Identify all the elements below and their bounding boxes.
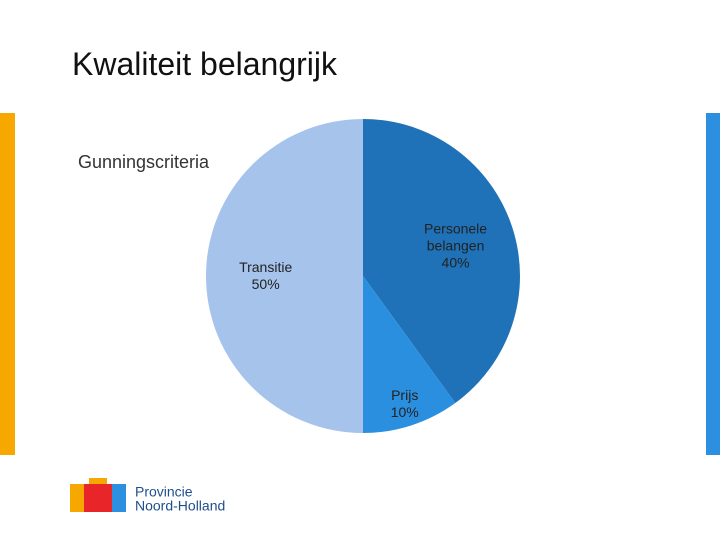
pie-slice xyxy=(363,276,456,433)
slice-value: 10% xyxy=(390,404,419,421)
slice-label: Transitie 50% xyxy=(218,259,314,293)
pie-slice xyxy=(206,119,363,433)
pie-slice xyxy=(363,119,520,404)
left-bar xyxy=(0,113,15,455)
chart-title: Gunningscriteria xyxy=(78,152,210,172)
slice-category: Transitie xyxy=(239,259,293,275)
slice-label: Prijs 10% xyxy=(357,387,453,421)
logo-text: Noord-Holland xyxy=(135,498,225,514)
right-bar xyxy=(706,113,720,455)
logo-text: Provincie xyxy=(135,484,193,500)
slice-label: Personele belangen 40% xyxy=(408,220,504,271)
slice-value: 40% xyxy=(441,254,470,271)
slice-category: Personele belangen xyxy=(424,220,488,254)
logo-mark xyxy=(70,478,126,512)
slide-title: Kwaliteit belangrijk xyxy=(72,46,338,82)
slice-category: Prijs xyxy=(391,387,419,404)
slice-value: 50% xyxy=(251,276,280,292)
